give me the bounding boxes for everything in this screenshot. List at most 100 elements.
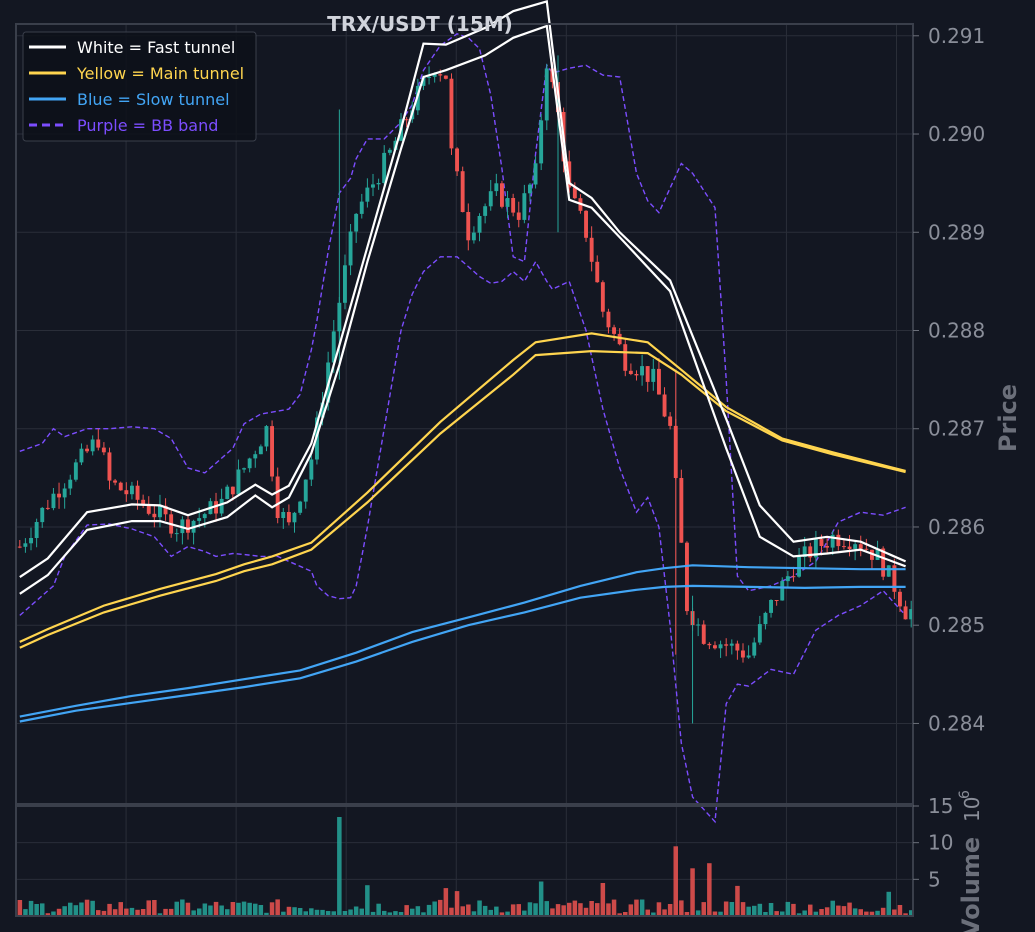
volume-bar bbox=[567, 902, 572, 916]
candle-body bbox=[606, 311, 611, 328]
candle-body bbox=[359, 201, 364, 214]
candle-body bbox=[842, 546, 846, 548]
price-tick-label: 0.291 bbox=[928, 24, 985, 48]
volume-bar bbox=[533, 903, 538, 916]
candle-body bbox=[135, 485, 140, 500]
candle-body bbox=[202, 514, 207, 519]
candle-body bbox=[197, 518, 202, 521]
volume-bar bbox=[426, 904, 432, 916]
legend-label: Blue = Slow tunnel bbox=[77, 90, 230, 109]
volume-bar bbox=[90, 900, 95, 916]
volume-bar bbox=[168, 908, 174, 916]
price-tick-label: 0.288 bbox=[928, 318, 985, 342]
candle-body bbox=[309, 459, 314, 480]
volume-bar bbox=[662, 909, 667, 916]
volume-bar bbox=[359, 908, 364, 916]
candle-body bbox=[460, 171, 465, 212]
volume-bar bbox=[51, 911, 56, 916]
candle-body bbox=[886, 565, 891, 577]
candle-body bbox=[79, 448, 84, 463]
volume-tick-label: 10 bbox=[928, 831, 953, 855]
candle-body bbox=[113, 480, 117, 483]
candle-body bbox=[141, 499, 146, 505]
volume-bar bbox=[180, 899, 185, 916]
candle-body bbox=[51, 493, 56, 509]
volume-bar bbox=[886, 891, 891, 916]
candle-body bbox=[511, 198, 516, 213]
candle-body bbox=[236, 469, 241, 495]
volume-bar bbox=[488, 909, 493, 916]
volume-bar bbox=[723, 901, 729, 916]
candle-body bbox=[29, 538, 33, 544]
volume-tick-label: 5 bbox=[928, 867, 941, 891]
candle-body bbox=[387, 149, 392, 153]
volume-bars bbox=[17, 817, 914, 916]
volume-bar bbox=[124, 908, 129, 916]
candle-body bbox=[657, 368, 661, 395]
volume-bar bbox=[757, 903, 763, 916]
candle-body bbox=[634, 374, 639, 376]
volume-axis-label: Volume bbox=[957, 837, 985, 932]
candle-body bbox=[354, 213, 359, 232]
candle-body bbox=[101, 447, 106, 453]
candle-body bbox=[421, 77, 426, 86]
candle-body bbox=[348, 231, 353, 266]
candle-body bbox=[830, 534, 835, 548]
volume-bar bbox=[858, 909, 863, 916]
candle-body bbox=[864, 548, 869, 550]
volume-bar bbox=[494, 906, 499, 916]
candle-body bbox=[539, 120, 544, 164]
candle-body bbox=[483, 206, 488, 216]
volume-bar bbox=[707, 863, 712, 916]
candlesticks bbox=[17, 55, 914, 724]
volume-bar bbox=[135, 909, 140, 916]
candle-body bbox=[505, 198, 510, 207]
candle-body bbox=[825, 546, 829, 548]
volume-exponent-base: 10 bbox=[960, 797, 984, 822]
volume-bar bbox=[219, 905, 224, 916]
volume-bar bbox=[538, 881, 544, 916]
candle-body bbox=[298, 501, 303, 513]
candle-body bbox=[281, 512, 286, 518]
candle-body bbox=[124, 490, 129, 495]
candle-body bbox=[589, 237, 594, 262]
candle-body bbox=[718, 644, 723, 649]
candle-body bbox=[707, 643, 712, 646]
volume-bar bbox=[202, 903, 208, 916]
candle-body bbox=[45, 507, 50, 509]
candle-body bbox=[343, 265, 347, 303]
candle-body bbox=[858, 544, 863, 549]
candle-body bbox=[881, 548, 886, 577]
candle-body bbox=[544, 68, 549, 121]
volume-bar bbox=[752, 905, 757, 916]
candle-body bbox=[118, 482, 123, 491]
candle-body bbox=[443, 75, 448, 79]
candle-body bbox=[371, 184, 375, 188]
candle-body bbox=[292, 512, 297, 523]
candle-body bbox=[382, 152, 387, 183]
candle-body bbox=[242, 468, 246, 470]
volume-panel-frame bbox=[15, 805, 914, 917]
volume-bar bbox=[118, 902, 123, 916]
volume-bar bbox=[449, 907, 454, 916]
volume-bar bbox=[903, 913, 908, 916]
volume-scale-exponent: 10 6 bbox=[957, 790, 984, 822]
legend-box bbox=[22, 31, 257, 142]
volume-bar bbox=[208, 905, 213, 916]
price-panel-frame bbox=[15, 23, 914, 805]
candle-body bbox=[623, 344, 628, 371]
volume-bar bbox=[718, 911, 723, 916]
volume-bar bbox=[589, 901, 594, 916]
volume-bar bbox=[129, 907, 135, 916]
candle-body bbox=[752, 642, 757, 656]
candle-body bbox=[836, 534, 841, 547]
volume-bar bbox=[712, 911, 718, 916]
candle-body bbox=[96, 439, 101, 448]
main-tunnel-upper-line bbox=[19, 332, 906, 643]
candle-body bbox=[640, 366, 644, 376]
volume-bar bbox=[482, 905, 488, 916]
candle-body bbox=[685, 542, 689, 612]
candle-body bbox=[645, 366, 650, 382]
volume-bar bbox=[101, 910, 107, 916]
candle-body bbox=[152, 513, 157, 518]
